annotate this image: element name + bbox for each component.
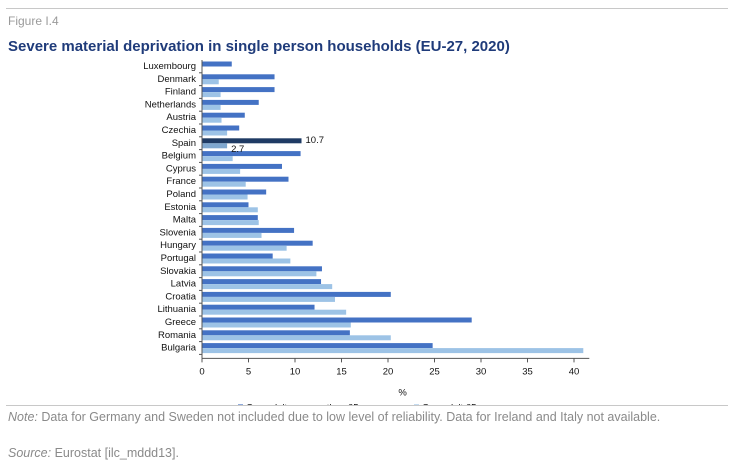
category-label-france: France bbox=[166, 176, 196, 187]
bar-denmark-series-1 bbox=[202, 74, 275, 80]
x-tick-label-30: 30 bbox=[476, 366, 487, 377]
bar-denmark-series-2 bbox=[202, 79, 219, 85]
note-label: Note: bbox=[8, 410, 38, 424]
bar-greece-series-1 bbox=[202, 317, 472, 323]
x-tick-label-20: 20 bbox=[383, 366, 394, 377]
bar-poland-series-2 bbox=[202, 194, 248, 200]
bar-estonia-series-2 bbox=[202, 207, 258, 213]
chart-title: Severe material deprivation in single pe… bbox=[8, 38, 510, 55]
category-label-hungary: Hungary bbox=[160, 240, 196, 251]
bar-hungary-series-1 bbox=[202, 240, 313, 246]
data-label-spain: 2.7 bbox=[231, 144, 244, 155]
bar-latvia-series-2 bbox=[202, 284, 333, 290]
bar-poland-series-1 bbox=[202, 189, 267, 195]
bar-latvia-series-1 bbox=[202, 279, 322, 285]
legend-label-series-1: One adult younger than 65 years bbox=[246, 402, 385, 405]
bar-austria-series-1 bbox=[202, 112, 245, 118]
bar-greece-series-2 bbox=[202, 322, 351, 328]
category-label-austria: Austria bbox=[166, 112, 196, 123]
legend-swatch-series-1 bbox=[238, 404, 243, 405]
bar-romania-series-2 bbox=[202, 335, 391, 341]
category-label-luxembourg: Luxembourg bbox=[143, 61, 196, 72]
bar-cyprus-series-2 bbox=[202, 168, 241, 174]
bar-hungary-series-2 bbox=[202, 245, 287, 251]
category-label-croatia: Croatia bbox=[165, 291, 196, 302]
bottom-rule bbox=[6, 405, 728, 406]
x-tick-label-5: 5 bbox=[246, 366, 251, 377]
bar-lithuania-series-2 bbox=[202, 309, 347, 315]
bar-spain-series-2 bbox=[202, 143, 228, 149]
bar-estonia-series-1 bbox=[202, 202, 249, 208]
category-label-poland: Poland bbox=[166, 189, 196, 200]
category-label-portugal: Portugal bbox=[161, 253, 196, 264]
category-label-lithuania: Lithuania bbox=[157, 304, 196, 315]
note-text: Data for Germany and Sweden not included… bbox=[41, 410, 661, 424]
category-label-slovenia: Slovenia bbox=[160, 227, 197, 238]
category-label-malta: Malta bbox=[173, 215, 197, 226]
category-label-denmark: Denmark bbox=[157, 74, 196, 85]
bar-portugal-series-1 bbox=[202, 253, 273, 259]
bar-france-series-2 bbox=[202, 181, 246, 187]
bar-belgium-series-2 bbox=[202, 156, 233, 162]
category-label-romania: Romania bbox=[158, 330, 197, 341]
chart-note: Note: Data for Germany and Sweden not in… bbox=[8, 410, 728, 424]
bar-lithuania-series-1 bbox=[202, 304, 315, 310]
bar-luxembourg-series-1 bbox=[202, 61, 232, 67]
category-label-spain: Spain bbox=[172, 138, 196, 149]
source-label: Source: bbox=[8, 446, 52, 460]
category-label-belgium: Belgium bbox=[162, 151, 196, 162]
bar-bulgaria-series-1 bbox=[202, 343, 433, 349]
bar-bulgaria-series-2 bbox=[202, 348, 584, 354]
bar-malta-series-1 bbox=[202, 215, 258, 221]
data-label-spain: 10.7 bbox=[306, 135, 325, 146]
x-tick-label-10: 10 bbox=[290, 366, 301, 377]
x-tick-label-35: 35 bbox=[522, 366, 533, 377]
bar-romania-series-1 bbox=[202, 330, 350, 336]
chart-source: Source: Eurostat [ilc_mddd13]. bbox=[8, 446, 179, 460]
bar-slovakia-series-2 bbox=[202, 271, 317, 277]
category-label-greece: Greece bbox=[165, 317, 196, 328]
x-tick-label-40: 40 bbox=[569, 366, 580, 377]
category-label-finland: Finland bbox=[165, 87, 196, 98]
bar-netherlands-series-1 bbox=[202, 99, 259, 105]
category-label-estonia: Estonia bbox=[164, 202, 196, 213]
bar-portugal-series-2 bbox=[202, 258, 291, 264]
x-tick-label-25: 25 bbox=[429, 366, 440, 377]
bar-netherlands-series-2 bbox=[202, 104, 221, 110]
x-tick-label-15: 15 bbox=[336, 366, 347, 377]
bar-croatia-series-2 bbox=[202, 296, 335, 302]
bar-france-series-1 bbox=[202, 176, 289, 182]
bar-malta-series-2 bbox=[202, 220, 259, 226]
legend-swatch-series-2 bbox=[414, 404, 419, 405]
category-label-netherlands: Netherlands bbox=[145, 99, 196, 110]
category-label-cyprus: Cyprus bbox=[166, 163, 196, 174]
x-tick-label-0: 0 bbox=[199, 366, 204, 377]
x-axis-title: % bbox=[398, 387, 407, 398]
category-label-bulgaria: Bulgaria bbox=[161, 343, 197, 354]
source-text: Eurostat [ilc_mddd13]. bbox=[54, 446, 179, 460]
bar-czechia-series-2 bbox=[202, 130, 228, 136]
category-label-czechia: Czechia bbox=[162, 125, 197, 136]
category-label-slovakia: Slovakia bbox=[160, 266, 197, 277]
category-label-latvia: Latvia bbox=[171, 279, 197, 290]
bar-cyprus-series-1 bbox=[202, 163, 282, 169]
bar-croatia-series-1 bbox=[202, 291, 391, 297]
bar-slovenia-series-1 bbox=[202, 227, 295, 233]
bar-slovenia-series-2 bbox=[202, 232, 262, 238]
bar-czechia-series-1 bbox=[202, 125, 240, 131]
top-rule bbox=[6, 8, 728, 9]
bar-finland-series-2 bbox=[202, 92, 221, 98]
bar-spain-series-1 bbox=[202, 138, 302, 144]
bar-slovakia-series-1 bbox=[202, 266, 322, 272]
figure-label: Figure I.4 bbox=[8, 14, 59, 28]
bar-finland-series-1 bbox=[202, 87, 275, 93]
bar-belgium-series-1 bbox=[202, 151, 301, 157]
legend-label-series-2: One adult 65 years or over bbox=[422, 402, 534, 405]
bar-austria-series-2 bbox=[202, 117, 222, 123]
